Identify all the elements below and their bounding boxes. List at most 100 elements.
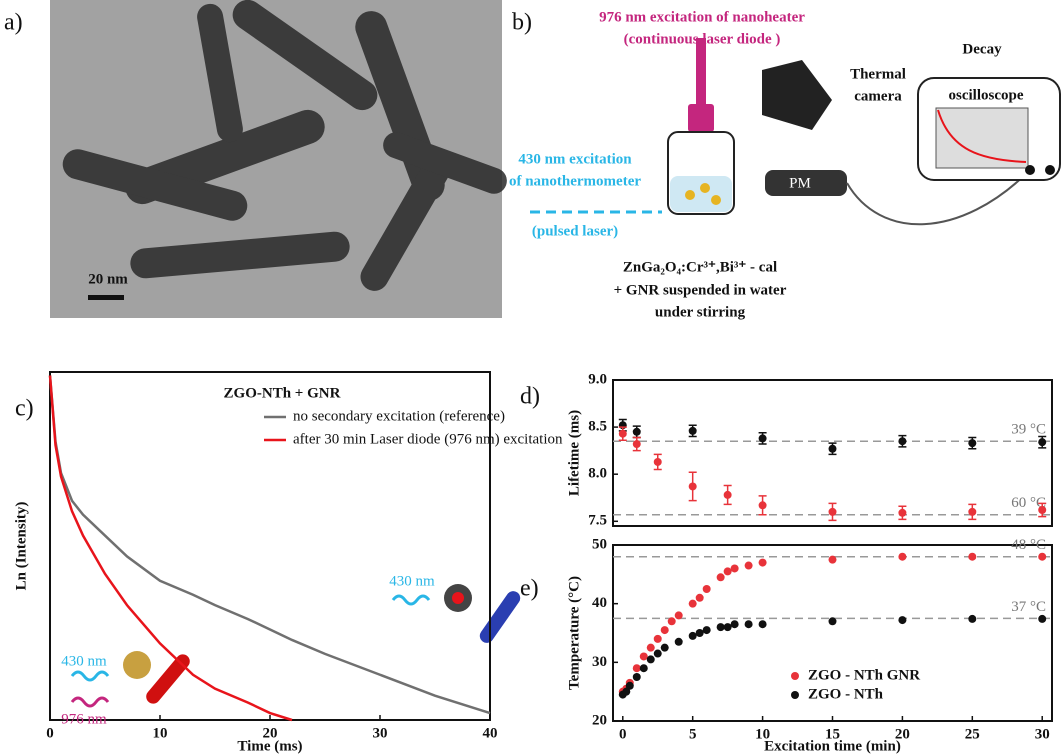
panel-label: d) bbox=[520, 384, 540, 410]
pm-text: PM bbox=[789, 175, 811, 191]
data-point bbox=[688, 482, 697, 491]
data-point bbox=[618, 429, 627, 438]
sample-text: under stirring bbox=[655, 304, 746, 320]
data-point bbox=[828, 555, 837, 564]
x-tick-label: 40 bbox=[483, 725, 498, 741]
annotation: 430 nm bbox=[389, 573, 435, 589]
panel-label: c) bbox=[15, 396, 34, 422]
data-point bbox=[667, 617, 676, 626]
data-point bbox=[632, 664, 641, 673]
data-point bbox=[632, 427, 641, 436]
data-point bbox=[968, 439, 977, 448]
data-point bbox=[695, 593, 704, 602]
data-point bbox=[968, 614, 977, 623]
camera-text: Thermal bbox=[850, 66, 906, 82]
data-point bbox=[688, 426, 697, 435]
decay-curve bbox=[48, 375, 491, 715]
data-point bbox=[688, 631, 697, 640]
reference-label: 37 °C bbox=[1011, 599, 1046, 615]
legend-swatch bbox=[791, 691, 799, 699]
y-tick-label: 20 bbox=[592, 712, 607, 728]
heater-text: (continuous laser diode ) bbox=[624, 31, 781, 47]
reference-label: 48 °C bbox=[1011, 537, 1046, 553]
data-point bbox=[828, 617, 837, 626]
sample-text: ZnGa₂O₄:Cr³⁺,Bi³⁺ - cal bbox=[623, 259, 777, 275]
plot-frame bbox=[612, 379, 1053, 527]
probe-text: 430 nm excitation bbox=[518, 151, 632, 167]
reference-label: 39 °C bbox=[1011, 422, 1046, 438]
legend-label: ZGO - NTh GNR bbox=[808, 667, 920, 683]
data-point bbox=[653, 634, 662, 643]
data-point bbox=[828, 507, 837, 516]
data-point bbox=[695, 629, 704, 637]
data-point bbox=[730, 620, 739, 629]
panel-label: b) bbox=[512, 10, 532, 36]
data-point bbox=[716, 623, 725, 632]
data-point bbox=[632, 440, 641, 449]
y-axis-label: Temperature (°C) bbox=[566, 576, 582, 690]
data-point bbox=[744, 620, 753, 629]
data-point bbox=[730, 564, 739, 573]
data-point bbox=[723, 567, 732, 576]
data-point bbox=[653, 649, 662, 658]
legend-label: ZGO - NTh bbox=[808, 686, 884, 702]
y-tick-label: 7.5 bbox=[588, 513, 607, 529]
x-axis-label: Time (ms) bbox=[237, 738, 302, 754]
data-point bbox=[646, 655, 655, 664]
y-tick-label: 40 bbox=[592, 595, 607, 611]
panel-label: a) bbox=[4, 10, 23, 36]
legend-swatch bbox=[791, 672, 799, 680]
camera-text: camera bbox=[854, 88, 902, 104]
probe-text: (pulsed laser) bbox=[532, 223, 618, 239]
data-point bbox=[898, 616, 907, 625]
data-point bbox=[660, 643, 669, 652]
data-point bbox=[1038, 438, 1047, 447]
data-point bbox=[688, 599, 697, 608]
y-axis-label: Ln (Intensity) bbox=[13, 502, 29, 591]
data-point bbox=[758, 434, 767, 443]
data-point bbox=[1038, 505, 1047, 514]
data-point bbox=[723, 490, 732, 499]
data-point bbox=[632, 673, 641, 681]
data-point bbox=[898, 508, 907, 517]
decay-text: Decay bbox=[962, 41, 1002, 57]
data-point bbox=[1038, 614, 1047, 623]
data-point bbox=[674, 611, 683, 620]
probe-text: of nanothermometer bbox=[509, 173, 641, 189]
legend-title: ZGO-NTh + GNR bbox=[224, 385, 341, 401]
data-point bbox=[702, 585, 711, 593]
data-point bbox=[716, 573, 725, 582]
data-point bbox=[653, 457, 662, 466]
data-point bbox=[646, 643, 655, 652]
y-tick-label: 50 bbox=[592, 536, 607, 552]
x-tick-label: 20 bbox=[263, 725, 278, 741]
data-point bbox=[968, 507, 977, 516]
data-point bbox=[968, 552, 977, 561]
data-point bbox=[898, 552, 907, 561]
panel-label: e) bbox=[520, 576, 539, 602]
x-tick-label: 20 bbox=[895, 726, 910, 742]
y-tick-label: 8.5 bbox=[588, 419, 607, 435]
data-point bbox=[639, 664, 648, 673]
x-tick-label: 30 bbox=[1035, 726, 1050, 742]
decay-curve bbox=[48, 375, 293, 722]
scale-bar-label: 20 nm bbox=[88, 271, 128, 287]
y-axis-label: Lifetime (ms) bbox=[566, 410, 582, 496]
data-point bbox=[758, 501, 767, 510]
data-point bbox=[898, 437, 907, 446]
y-tick-label: 8.0 bbox=[588, 466, 607, 482]
icons bbox=[70, 584, 521, 708]
x-tick-label: 30 bbox=[373, 725, 388, 741]
setup-diagram bbox=[530, 38, 1061, 226]
data-point bbox=[828, 444, 837, 453]
annotation: 430 nm bbox=[61, 653, 107, 669]
legend-label: after 30 min Laser diode (976 nm) excita… bbox=[293, 431, 563, 447]
sample-text: + GNR suspended in water bbox=[614, 282, 787, 298]
y-tick-label: 30 bbox=[592, 654, 607, 670]
y-tick-label: 9.0 bbox=[588, 371, 607, 387]
x-tick-label: 10 bbox=[153, 725, 168, 741]
x-tick-label: 25 bbox=[965, 726, 980, 742]
data-point bbox=[622, 687, 631, 696]
data-point bbox=[660, 626, 669, 635]
